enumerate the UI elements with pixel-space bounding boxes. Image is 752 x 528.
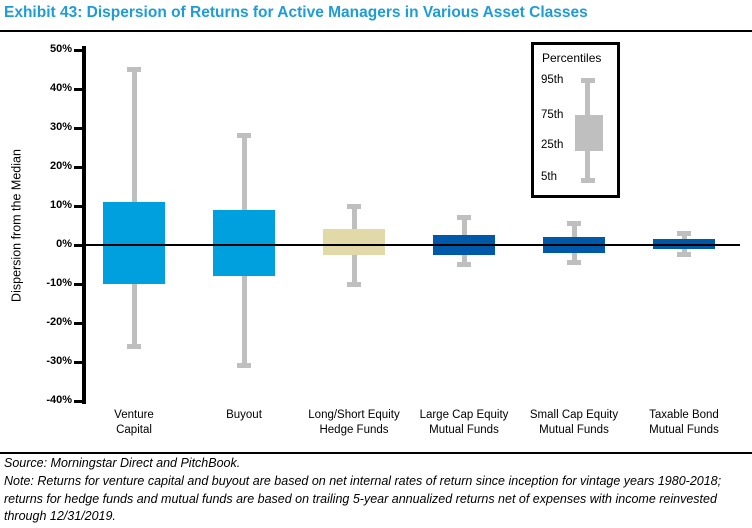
- x-label-line: Small Cap Equity: [529, 409, 619, 421]
- y-axis-line: [82, 46, 86, 404]
- x-label-line: Taxable Bond: [649, 409, 719, 421]
- whisker-cap-bottom-taxable-bond-mutual-funds: [677, 252, 691, 258]
- x-label-large-cap-equity-mutual-funds: Large Cap Equity Mutual Funds: [399, 408, 529, 438]
- x-label-line: Capital: [116, 424, 152, 436]
- legend-title: Percentiles: [542, 51, 602, 65]
- y-tick-mark: [74, 321, 83, 325]
- source-text: Source: Morningstar Direct and PitchBook…: [4, 456, 241, 470]
- y-tick-label: -30%: [46, 355, 72, 367]
- y-tick-label: 10%: [49, 199, 72, 211]
- legend-whisker-cap-top: [581, 78, 595, 83]
- y-tick-label: 40%: [49, 82, 72, 94]
- y-tick-mark: [74, 204, 83, 208]
- y-tick-mark: [74, 87, 83, 91]
- whisker-cap-top-taxable-bond-mutual-funds: [677, 230, 691, 236]
- y-tick-mark: [74, 399, 83, 403]
- y-tick-label: -40%: [46, 394, 72, 406]
- legend: Percentiles 95th 75th 25th 5th: [531, 42, 620, 198]
- box-buyout: [213, 209, 275, 277]
- x-label-buyout: Buyout: [179, 408, 309, 423]
- zero-line: [84, 244, 740, 246]
- whisker-cap-top-large-cap-equity-mutual-funds: [457, 215, 471, 221]
- y-tick-label: -10%: [46, 277, 72, 289]
- whisker-cap-top-venture-capital: [127, 67, 141, 72]
- whisker-cap-bottom-small-cap-equity-mutual-funds: [567, 260, 581, 266]
- y-tick-mark: [74, 243, 83, 247]
- legend-label-75th: 75th: [541, 109, 564, 121]
- y-tick-mark: [74, 48, 83, 52]
- x-label-line: Long/Short Equity: [308, 409, 400, 421]
- x-label-taxable-bond-mutual-funds: Taxable Bond Mutual Funds: [619, 408, 749, 438]
- box-venture-capital: [103, 202, 165, 284]
- x-label-line: Large Cap Equity: [419, 409, 509, 421]
- legend-sample-box: [575, 115, 603, 151]
- legend-label-5th: 5th: [541, 171, 557, 183]
- x-label-long-short-equity-hedge-funds: Long/Short Equity Hedge Funds: [289, 408, 419, 438]
- whisker-cap-bottom-long-short-equity-hedge-funds: [347, 281, 361, 287]
- whisker-cap-top-buyout: [237, 133, 251, 139]
- x-label-line: Mutual Funds: [539, 424, 609, 436]
- y-tick-label: 20%: [49, 160, 72, 172]
- x-label-line: Mutual Funds: [429, 424, 499, 436]
- y-tick-label: 50%: [49, 43, 72, 55]
- x-label-line: Buyout: [226, 409, 262, 421]
- whisker-cap-bottom-buyout: [237, 363, 251, 369]
- y-tick-label: 30%: [49, 121, 72, 133]
- whisker-cap-top-small-cap-equity-mutual-funds: [567, 221, 581, 227]
- whisker-cap-bottom-large-cap-equity-mutual-funds: [457, 262, 471, 267]
- legend-label-95th: 95th: [541, 74, 564, 86]
- x-label-small-cap-equity-mutual-funds: Small Cap Equity Mutual Funds: [509, 408, 639, 438]
- footer-divider: [0, 452, 752, 454]
- y-axis-title: Dispersion from the Median: [9, 149, 24, 302]
- x-label-line: Hedge Funds: [319, 424, 389, 436]
- whisker-cap-bottom-venture-capital: [127, 343, 141, 349]
- title-divider: [0, 30, 752, 32]
- legend-label-25th: 25th: [541, 139, 564, 151]
- page-title: Exhibit 43: Dispersion of Returns for Ac…: [4, 4, 588, 21]
- whisker-cap-top-long-short-equity-hedge-funds: [347, 203, 361, 209]
- y-tick-label: -20%: [46, 316, 72, 328]
- x-label-venture-capital: Venture Capital: [69, 408, 199, 438]
- box-long-short-equity-hedge-funds: [323, 229, 385, 255]
- y-tick-mark: [74, 126, 83, 130]
- y-tick-mark: [74, 165, 83, 169]
- note-text: Note: Returns for venture capital and bu…: [4, 474, 722, 523]
- y-tick-mark: [74, 282, 83, 286]
- y-tick-label: 0%: [56, 238, 72, 250]
- x-label-line: Venture: [114, 409, 154, 421]
- y-tick-mark: [74, 360, 83, 364]
- legend-whisker-cap-bottom: [581, 178, 595, 183]
- x-label-line: Mutual Funds: [649, 424, 719, 436]
